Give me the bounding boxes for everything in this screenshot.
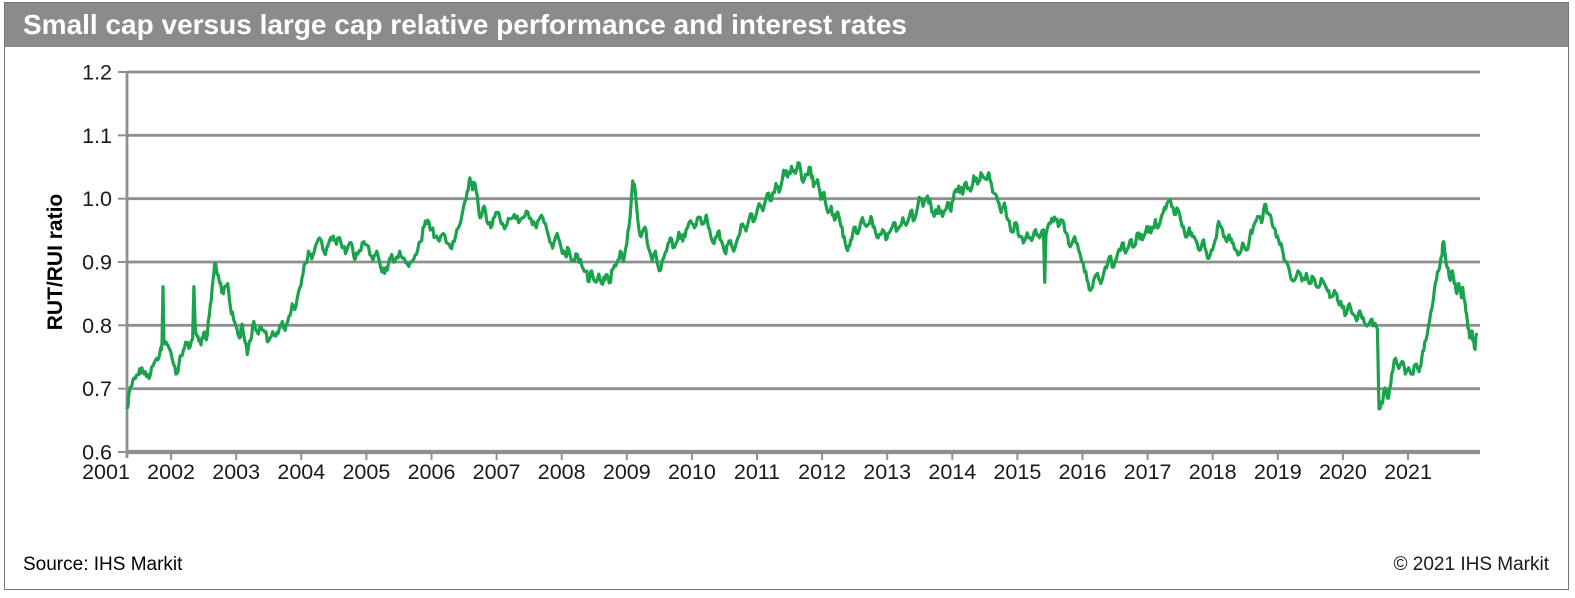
x-tick-label: 2009 <box>603 460 651 484</box>
x-tick-label: 2008 <box>538 460 586 484</box>
chart-title: Small cap versus large cap relative perf… <box>23 9 907 40</box>
x-tick-label: 2006 <box>408 460 456 484</box>
x-tick-label: 2012 <box>798 460 846 484</box>
x-tick-label: 2011 <box>734 460 780 484</box>
x-tick-label: 2014 <box>928 460 976 484</box>
y-tick-label: 0.6 <box>82 441 112 465</box>
x-tick-label: 2021 <box>1384 460 1432 484</box>
y-tick-label: 1.0 <box>82 187 112 211</box>
x-tick-label: 2015 <box>993 460 1041 484</box>
x-tick-label: 2013 <box>863 460 911 484</box>
x-tick-label: 2010 <box>668 460 716 484</box>
x-tick-label: 2005 <box>342 460 390 484</box>
x-tick-label: 2004 <box>277 460 325 484</box>
x-tick-label: 2002 <box>147 460 195 484</box>
y-tick-label: 0.8 <box>82 314 112 338</box>
x-tick-label: 2016 <box>1059 460 1107 484</box>
x-tick-label: 2001 <box>82 460 130 484</box>
y-tick-label: 1.1 <box>82 124 112 148</box>
y-tick-label: 1.2 <box>82 61 112 85</box>
x-tick-label: 2018 <box>1189 460 1237 484</box>
x-tick-label: 2020 <box>1319 460 1367 484</box>
title-bar: Small cap versus large cap relative perf… <box>5 3 1568 47</box>
copyright-label: © 2021 IHS Markit <box>1393 554 1550 575</box>
y-tick-label: 0.7 <box>82 377 112 401</box>
x-tick-label: 2017 <box>1124 460 1172 484</box>
x-tick-label: 2019 <box>1254 460 1302 484</box>
source-label: Source: IHS Markit <box>23 554 183 575</box>
x-tick-label: 2003 <box>212 460 260 484</box>
x-tick-label: 2007 <box>473 460 521 484</box>
y-axis-title: RUT/RUI ratio <box>44 194 67 331</box>
chart-panel: Small cap versus large cap relative perf… <box>4 2 1569 590</box>
y-tick-label: 0.9 <box>82 251 112 275</box>
ratio-line-series <box>125 161 1479 411</box>
